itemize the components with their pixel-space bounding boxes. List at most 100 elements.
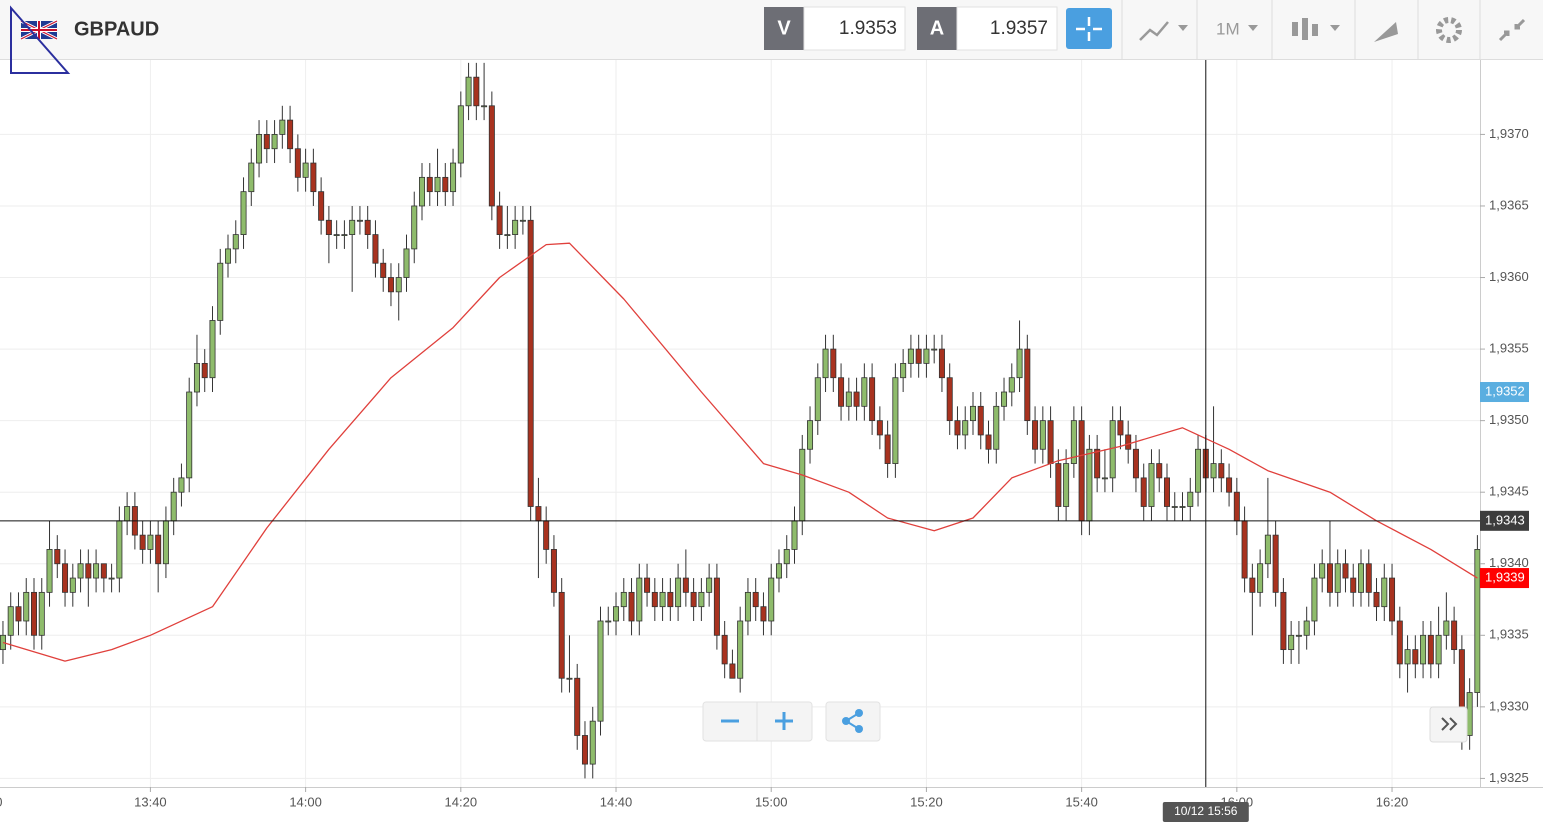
candle-body <box>395 277 402 293</box>
candle-body <box>457 105 464 164</box>
candle-body <box>713 577 720 636</box>
candle-body <box>1241 520 1248 579</box>
axes: 1,9325 1,9330 1,9335 1,9340 1,9345 1,9350 1,93… <box>0 60 1529 822</box>
candle-body <box>465 76 472 107</box>
candle-body <box>869 377 876 422</box>
candle-body <box>372 234 379 264</box>
candle-body <box>574 677 581 736</box>
candle-body <box>380 262 387 278</box>
chart-style-button[interactable] <box>1139 21 1188 41</box>
price-label: 1,9352 <box>1485 383 1525 398</box>
candle-body <box>1357 563 1364 593</box>
candle-body <box>799 448 806 522</box>
candle-body <box>954 420 961 436</box>
candle-body <box>1086 448 1093 522</box>
candle-body <box>46 549 53 593</box>
candle-body <box>791 520 798 550</box>
candle-body <box>760 606 767 622</box>
candle-body <box>1163 477 1170 507</box>
candle-body <box>946 377 953 422</box>
candle-body <box>302 162 309 178</box>
crosshair-x-box <box>1162 802 1249 822</box>
candle-body <box>310 162 317 193</box>
candle-body <box>1466 692 1473 736</box>
crosshair-y-box <box>1480 510 1529 531</box>
crosshair-button[interactable] <box>1066 8 1112 49</box>
collapse-button[interactable] <box>1498 18 1526 42</box>
candle-body <box>1132 448 1139 479</box>
candle-body <box>1249 577 1256 593</box>
candle-body <box>387 277 394 293</box>
candle-type-button[interactable] <box>1292 18 1340 40</box>
candle-body <box>1334 563 1341 593</box>
candle-body <box>1195 448 1202 493</box>
candle-body <box>651 591 658 608</box>
candle-body <box>1179 506 1186 508</box>
candle-body <box>178 477 185 493</box>
candle-body <box>426 176 433 193</box>
candle-body <box>1404 649 1411 665</box>
candle-body <box>1257 563 1264 593</box>
candle-body <box>1101 477 1108 480</box>
candle-body <box>1156 463 1163 479</box>
candle-body <box>682 577 689 593</box>
candle-body <box>1389 577 1396 622</box>
settings-button[interactable] <box>1436 17 1462 43</box>
candle-body <box>977 405 984 436</box>
candle-body <box>488 105 495 207</box>
candle-body <box>938 348 945 379</box>
candle-body <box>993 405 1000 450</box>
candle-body <box>721 634 728 665</box>
candle-body <box>1016 348 1023 379</box>
candle-body <box>675 577 682 608</box>
bid-button[interactable] <box>764 7 804 50</box>
candle-body <box>698 591 705 608</box>
candle-body <box>93 563 100 579</box>
candle-body <box>31 591 38 636</box>
candle-body <box>1117 420 1124 436</box>
x-tick-label: 15:40 <box>1065 794 1098 809</box>
candle-body <box>597 620 604 722</box>
candle-body <box>1427 634 1434 665</box>
candle-body <box>659 591 666 608</box>
candle-body <box>636 577 643 622</box>
candle-body <box>356 219 363 222</box>
candle-body <box>1140 477 1147 507</box>
candle-body <box>15 606 22 622</box>
share-button[interactable] <box>825 701 881 742</box>
candle-body <box>1008 377 1015 393</box>
candle-body <box>527 219 534 507</box>
timeframe-button[interactable]: 1M <box>1216 19 1240 38</box>
candle-body <box>1171 506 1178 508</box>
grid <box>0 60 1480 787</box>
y-tick-label: 1,9335 <box>1489 627 1529 642</box>
flag-icon <box>20 19 58 41</box>
candle-body <box>807 420 814 450</box>
candle-body <box>1047 420 1054 464</box>
plot-area <box>0 62 1480 779</box>
candle-body <box>271 134 278 150</box>
candle-body <box>830 348 837 379</box>
candle-body <box>1381 577 1388 608</box>
candle-body <box>1365 563 1372 593</box>
candle-body <box>512 219 519 235</box>
symbol-title: GBPAUD <box>74 18 159 40</box>
x-tick-label: 15:20 <box>910 794 943 809</box>
zoom-in-button[interactable] <box>775 712 793 730</box>
candle-body <box>23 591 30 622</box>
candle-body <box>1303 620 1310 636</box>
ask-button[interactable] <box>917 7 957 50</box>
candle-body <box>915 348 922 364</box>
draw-tools-button[interactable] <box>1374 22 1398 42</box>
candle-body <box>85 563 92 579</box>
candle-body <box>1319 563 1326 579</box>
candle-body <box>1063 463 1070 507</box>
candle-body <box>566 677 573 680</box>
candle-body <box>155 534 162 565</box>
candle-body <box>1187 491 1194 507</box>
candle-body <box>333 234 340 236</box>
candle-body <box>481 105 488 108</box>
candle-body <box>419 176 426 207</box>
candle-body <box>77 563 84 579</box>
candle-body <box>1226 477 1233 493</box>
